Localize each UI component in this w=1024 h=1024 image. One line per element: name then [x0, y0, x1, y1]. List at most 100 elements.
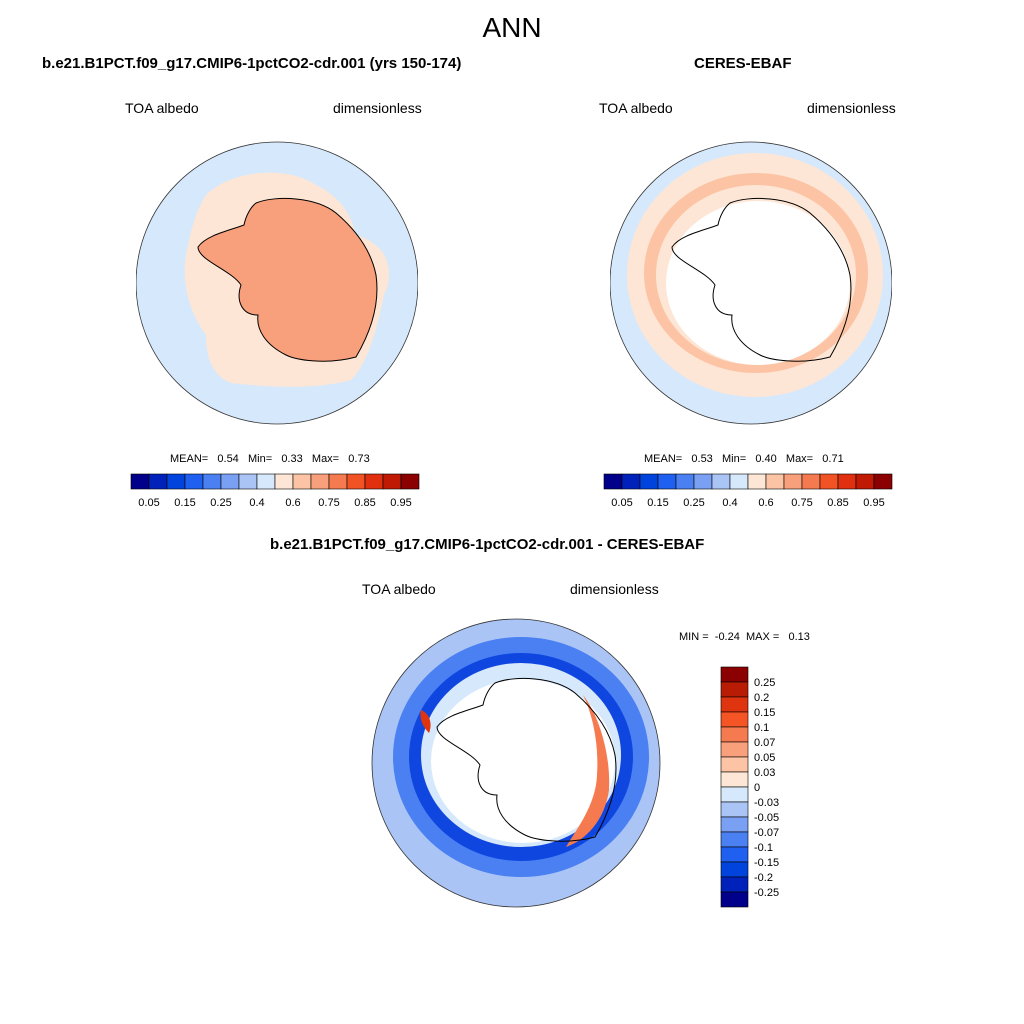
panel-3-variable: TOA albedo — [362, 581, 436, 597]
panel-1-colorbar-box — [382, 473, 402, 490]
panel-1-colorbar-label: 0.85 — [354, 497, 375, 509]
panel-2-max: 0.71 — [822, 453, 844, 465]
panel-2-coastline — [671, 197, 852, 362]
panel-3-colorbar-box — [720, 681, 749, 698]
panel-2-colorbar: 0.05 0.15 0.25 0.4 0.6 0.75 0.85 0.95 — [603, 473, 893, 509]
panel-2-units: dimensionless — [807, 100, 896, 116]
panel-3-colorbar-label: 0.2 — [754, 692, 769, 704]
panel-3-colorbar-label: -0.15 — [754, 857, 779, 869]
panel-3-colorbar-box — [720, 846, 749, 863]
panel-2-colorbar-label: 0.05 — [611, 497, 632, 509]
panel-2-colorbar-box — [765, 473, 785, 490]
panel-3-colorbar-box — [720, 801, 749, 818]
panel-1-max-label: Max= — [311, 453, 340, 465]
panel-3-colorbar-label: 0.25 — [754, 677, 775, 689]
panel-2-colorbar-box — [675, 473, 695, 490]
panel-2-colorbar-box — [819, 473, 839, 490]
panel-2-colorbar-box — [783, 473, 803, 490]
panel-2-colorbar-box — [873, 473, 893, 490]
panel-2-stats: MEAN= 0.53 Min= 0.40 Max= 0.71 — [644, 453, 844, 465]
panel-1-colorbar-label: 0.4 — [249, 497, 264, 509]
panel-1-max: 0.73 — [348, 453, 370, 465]
panel-1-colorbar-box — [292, 473, 312, 490]
panel-3-polar-map — [371, 618, 661, 908]
panel-3-min-label: MIN = — [679, 631, 709, 643]
panel-3-max: 0.13 — [788, 631, 810, 643]
panel-2-colorbar-box — [837, 473, 857, 490]
panel-3-peninsula-anomaly — [420, 710, 431, 733]
panel-2-polar-map — [610, 141, 892, 425]
panel-1-colorbar-box — [148, 473, 168, 490]
panel-2-colorbar-box — [657, 473, 677, 490]
panel-3-colorbar-box — [720, 726, 749, 743]
panel-3-colorbar-label: -0.2 — [754, 872, 773, 884]
panel-1-mean: 0.54 — [217, 453, 239, 465]
panel-1-colorbar-label: 0.95 — [390, 497, 411, 509]
panel-3-colorbar-label: 0.03 — [754, 767, 775, 779]
panel-3-colorbar-label: 0.05 — [754, 752, 775, 764]
panel-2-colorbar-box — [855, 473, 875, 490]
panel-3-colorbar-box — [720, 756, 749, 773]
panel-3-colorbar-label: 0.15 — [754, 707, 775, 719]
panel-1-colorbar-box — [238, 473, 258, 490]
panel-1-colorbar-box — [166, 473, 186, 490]
panel-3-colorbar-box — [720, 891, 749, 908]
panel-3-colorbar-label: 0.1 — [754, 722, 769, 734]
panel-3-colorbar-box — [720, 711, 749, 728]
panel-3-map-border — [371, 618, 661, 908]
panel-2-colorbar-label: 0.75 — [791, 497, 812, 509]
figure-title: ANN — [482, 12, 542, 43]
panel-1-min-label: Min= — [247, 453, 273, 465]
panel-2-map-border — [610, 141, 892, 425]
panel-3-colorbar-box — [720, 876, 749, 893]
panel-2-mean-label: MEAN= — [644, 453, 683, 465]
panel-2-colorbar-label: 0.4 — [722, 497, 737, 509]
panel-1-colorbar-label: 0.6 — [285, 497, 300, 509]
panel-3-colorbar-box — [720, 861, 749, 878]
panel-3-colorbar-label: -0.25 — [754, 887, 779, 899]
panel-3-colorbar-label: 0 — [754, 782, 760, 794]
panel-3-colorbar-box — [720, 696, 749, 713]
panel-2-colorbar-label: 0.6 — [758, 497, 773, 509]
panel-1-colorbar-box — [364, 473, 384, 490]
panel-3-colorbar-box — [720, 771, 749, 788]
panel-1-colorbar-label: 0.05 — [138, 497, 159, 509]
panel-1-antarctica-field — [198, 198, 377, 362]
panel-3-colorbar-box — [720, 666, 749, 683]
panel-2-title: CERES-EBAF — [694, 55, 792, 72]
panel-1-colorbar-box — [274, 473, 294, 490]
panel-3-colorbar-label: -0.07 — [754, 827, 779, 839]
panel-1-colorbar-box — [256, 473, 276, 490]
panel-1-colorbar-box — [130, 473, 150, 490]
panel-1-colorbar-box — [184, 473, 204, 490]
panel-2-min-label: Min= — [721, 453, 747, 465]
panel-1-colorbar: 0.05 0.15 0.25 0.4 0.6 0.75 0.85 0.95 — [130, 473, 420, 509]
panel-3-missing-data — [431, 679, 615, 843]
panel-1-mean-label: MEAN= — [170, 453, 209, 465]
panel-1-map-border — [136, 141, 418, 425]
panel-3-title: b.e21.B1PCT.f09_g17.CMIP6-1pctCO2-cdr.00… — [270, 536, 705, 553]
panel-3-colorbar-label: 0.07 — [754, 737, 775, 749]
panel-2-colorbar-label: 0.25 — [683, 497, 704, 509]
panel-2-variable: TOA albedo — [599, 100, 673, 116]
panel-3-colorbar-box — [720, 741, 749, 758]
panel-2-min: 0.40 — [755, 453, 777, 465]
panel-1-colorbar-box — [310, 473, 330, 490]
panel-1-colorbar-box — [220, 473, 240, 490]
panel-3-colorbar-label: -0.03 — [754, 797, 779, 809]
panel-1-colorbar-label: 0.25 — [210, 497, 231, 509]
panel-1-colorbar-box — [346, 473, 366, 490]
panel-2-colorbar-box — [711, 473, 731, 490]
panel-2-colorbar-box — [801, 473, 821, 490]
panel-1-coastline — [197, 197, 378, 362]
panel-3-colorbar-box — [720, 816, 749, 833]
panel-2-colorbar-box — [603, 473, 623, 490]
panel-1-stats: MEAN= 0.54 Min= 0.33 Max= 0.73 — [170, 453, 370, 465]
panel-3-colorbar-label: -0.05 — [754, 812, 779, 824]
panel-2-colorbar-box — [693, 473, 713, 490]
panel-3-colorbar-box — [720, 786, 749, 803]
panel-2-missing-data — [666, 201, 850, 365]
panel-3-colorbar: 0.25 0.2 0.15 0.1 0.07 0.05 0.03 0 -0.03 -0.05 -0.… — [720, 666, 779, 908]
panel-1-colorbar-box — [328, 473, 348, 490]
panel-3-colorbar-box — [720, 831, 749, 848]
